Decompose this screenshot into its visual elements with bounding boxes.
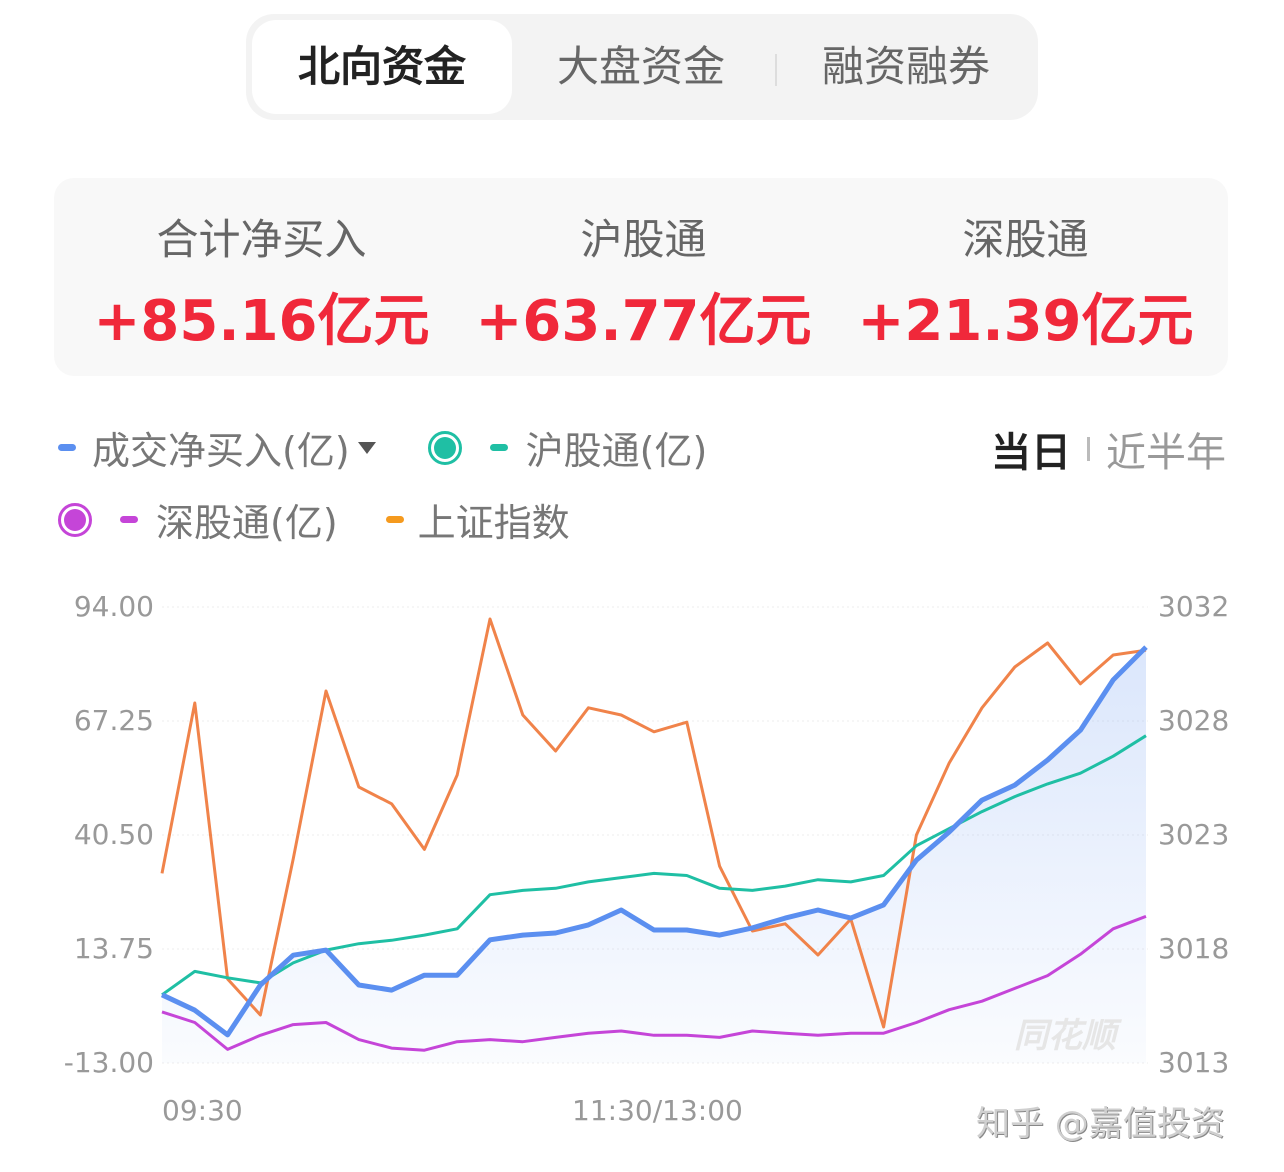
app-watermark: 同花顺 bbox=[1014, 1016, 1116, 1056]
y-axis-left-tick: 40.50 bbox=[73, 818, 154, 851]
y-axis-right-tick: 3028 bbox=[1158, 704, 1230, 737]
legend-sse-index: 上证指数 bbox=[385, 492, 570, 547]
tab-margin-trading[interactable]: 融资融券 bbox=[821, 42, 990, 91]
x-axis-tick: 09:30 bbox=[162, 1094, 243, 1127]
time-range-selector: 当日 近半年 bbox=[991, 420, 1226, 478]
stat-label: 沪股通 bbox=[580, 215, 707, 264]
legend-label: 成交净买入(亿) bbox=[92, 429, 350, 473]
source-watermark: 知乎 @嘉值投资 bbox=[976, 1104, 1225, 1144]
legend-label: 上证指数 bbox=[417, 501, 570, 545]
range-today-button[interactable]: 当日 bbox=[991, 430, 1071, 476]
line-swatch-icon bbox=[58, 444, 76, 451]
stat-value: +85.16亿元 bbox=[93, 289, 430, 354]
y-axis-left-tick: 94.00 bbox=[73, 590, 154, 623]
caret-down-icon bbox=[357, 441, 376, 454]
y-axis-right-tick: 3018 bbox=[1158, 932, 1230, 965]
tab-northbound-funds[interactable]: 北向资金 bbox=[252, 20, 512, 114]
y-axis-right-tick: 3023 bbox=[1158, 818, 1230, 851]
line-swatch-icon bbox=[489, 444, 508, 451]
legend-shenzhen-toggle[interactable]: 深股通(亿) bbox=[58, 492, 338, 547]
radio-checked-icon[interactable] bbox=[427, 430, 462, 465]
legend-label: 深股通(亿) bbox=[156, 501, 338, 545]
legend-shanghai-toggle[interactable]: 沪股通(亿) bbox=[427, 420, 708, 475]
net-buy-line bbox=[160, 645, 1148, 1038]
summary-card: 合计净买入 +85.16亿元 沪股通 +63.77亿元 深股通 +21.39亿元 bbox=[54, 178, 1228, 376]
shenzhen-connect-line bbox=[161, 914, 1147, 1052]
chart-legend-row-2: 深股通(亿) 上证指数 bbox=[58, 492, 570, 547]
y-axis-left-tick: 13.75 bbox=[73, 932, 154, 965]
market-tab-bar: 北向资金 大盘资金 融资融券 bbox=[246, 14, 1038, 120]
line-swatch-icon bbox=[385, 516, 404, 523]
chart-legend-row-1: 成交净买入(亿) 沪股通(亿) bbox=[58, 420, 707, 475]
x-axis-tick: 11:30/13:00 bbox=[572, 1094, 743, 1127]
y-axis-right-tick: 3013 bbox=[1158, 1046, 1230, 1079]
stat-label: 深股通 bbox=[962, 215, 1089, 264]
line-swatch-icon bbox=[120, 516, 138, 523]
radio-checked-icon[interactable] bbox=[58, 502, 92, 537]
range-half-year-button[interactable]: 近半年 bbox=[1106, 430, 1226, 476]
range-divider bbox=[1087, 437, 1090, 461]
legend-net-buy-dropdown[interactable]: 成交净买入(亿) bbox=[58, 420, 376, 475]
y-axis-left-tick: -13.00 bbox=[63, 1046, 154, 1079]
stat-value: +21.39亿元 bbox=[857, 289, 1194, 354]
tab-divider bbox=[775, 54, 777, 86]
y-axis-left-tick: 67.25 bbox=[73, 704, 154, 737]
tab-market-funds[interactable]: 大盘资金 bbox=[556, 42, 725, 91]
stat-value: +63.77亿元 bbox=[475, 289, 812, 354]
stat-label: 合计净买入 bbox=[156, 215, 367, 264]
sse-index-line bbox=[160, 617, 1147, 1029]
legend-label: 沪股通(亿) bbox=[525, 429, 708, 473]
net-buy-area bbox=[162, 647, 1146, 1063]
y-axis-right-tick: 3032 bbox=[1158, 590, 1230, 623]
